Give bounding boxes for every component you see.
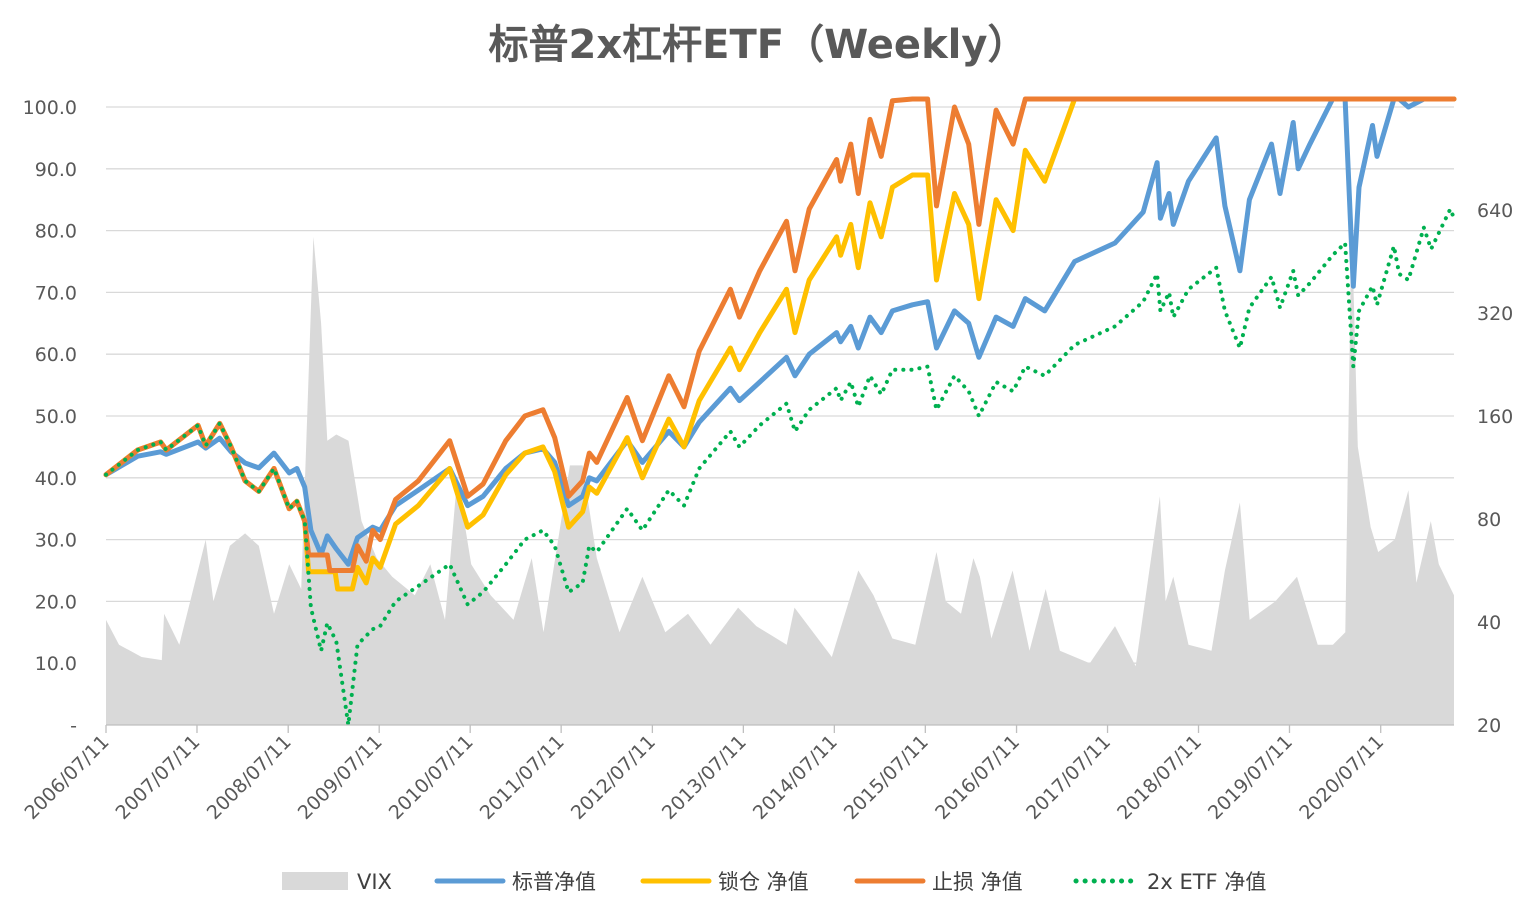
x-tick-label: 2011/07/11 — [476, 731, 569, 824]
x-tick-label: 2017/07/11 — [1022, 731, 1115, 824]
legend: VIX 标普净值 锁仓 净值 止损 净值 2x ETF 净值 — [282, 870, 1266, 894]
x-tick-label: 2018/07/11 — [1113, 731, 1206, 824]
x-tick-label: 2010/07/11 — [385, 731, 478, 824]
series-3-line — [103, 96, 1457, 573]
y-right-tick-label: 320 — [1477, 303, 1513, 325]
y-right-tick-label: 640 — [1477, 200, 1513, 222]
y-left-tick-label: 80.0 — [35, 221, 77, 243]
y-left-tick-label: - — [70, 715, 77, 737]
x-tick-label: 2012/07/11 — [567, 731, 660, 824]
y-left-tick-label: 50.0 — [35, 406, 77, 428]
y-left-tick-label: 100.0 — [23, 97, 77, 119]
y-left-tick-label: 10.0 — [35, 653, 77, 675]
x-tick-label: 2014/07/11 — [749, 731, 842, 824]
y-right-tick-label: 20 — [1477, 715, 1501, 737]
legend-label-4: 2x ETF 净值 — [1147, 870, 1266, 894]
x-tick-label: 2020/07/11 — [1295, 731, 1388, 824]
legend-label-3: 止损 净值 — [932, 870, 1023, 894]
y-right-tick-label: 160 — [1477, 406, 1513, 428]
y-left-tick-label: 30.0 — [35, 530, 77, 552]
y-left-tick-label: 70.0 — [35, 282, 77, 304]
series-4-line — [104, 207, 1456, 727]
x-tick-label: 2007/07/11 — [112, 731, 205, 824]
y-right-tick-label: 80 — [1477, 509, 1501, 531]
series-0-vix-area — [106, 218, 1454, 725]
x-axis: 2006/07/112007/07/112008/07/112009/07/11… — [21, 724, 1454, 824]
series-1-line — [103, 96, 1457, 567]
y-axis-right: 20 40 80 160 320 640 — [1477, 200, 1513, 737]
x-tick-label: 2009/07/11 — [294, 731, 387, 824]
plot-area — [103, 96, 1457, 727]
x-tick-label: 2006/07/11 — [21, 731, 114, 824]
chart-title: 标普2x杠杆ETF（Weekly） — [489, 22, 1028, 68]
x-tick-label: 2019/07/11 — [1204, 731, 1297, 824]
x-tick-label: 2008/07/11 — [203, 731, 296, 824]
legend-label-1: 标普净值 — [512, 870, 596, 894]
y-right-tick-label: 40 — [1477, 612, 1501, 634]
x-tick-label: 2016/07/11 — [931, 731, 1024, 824]
x-tick-label: 2015/07/11 — [840, 731, 933, 824]
y-left-tick-label: 60.0 — [35, 344, 77, 366]
y-left-tick-label: 40.0 — [35, 468, 77, 490]
legend-label-2: 锁仓 净值 — [718, 870, 809, 894]
x-tick-label: 2013/07/11 — [658, 731, 751, 824]
y-left-tick-label: 20.0 — [35, 591, 77, 613]
y-axis-left: - 10.0 20.0 30.0 40.0 50.0 60.0 70.0 80.0 90.0 100… — [23, 97, 77, 737]
y-left-tick-label: 90.0 — [35, 159, 77, 181]
legend-swatch-vix — [282, 872, 348, 890]
legend-label-0: VIX — [357, 870, 392, 894]
